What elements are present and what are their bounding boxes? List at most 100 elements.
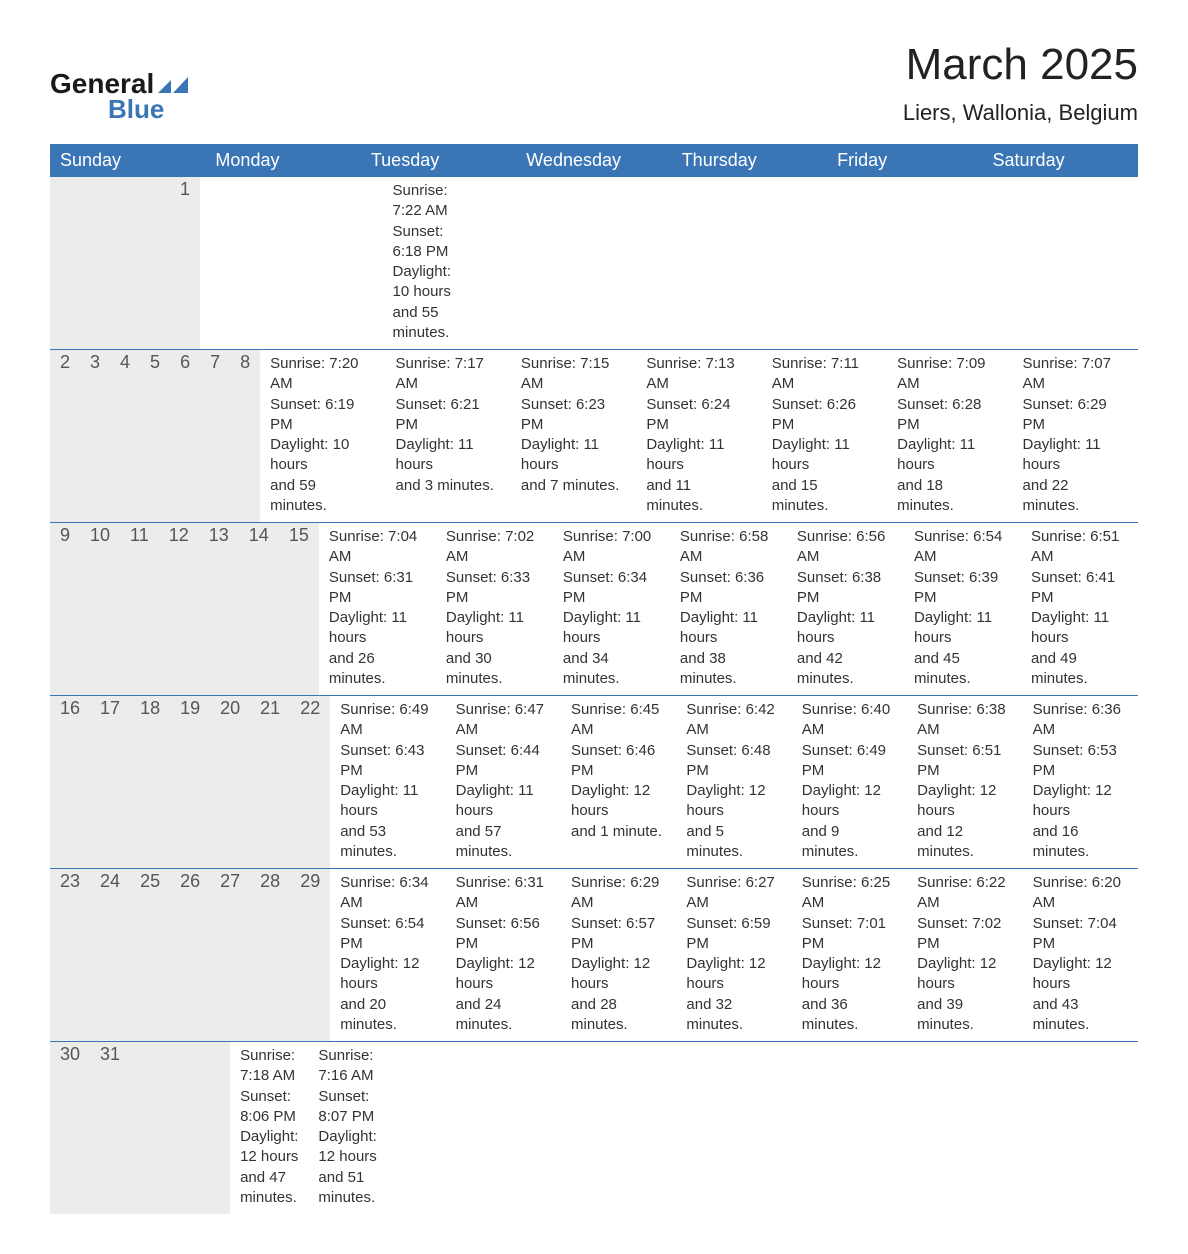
sunset-text: Sunset: 6:18 PM [393,222,451,263]
sunrise-text: Sunrise: 6:27 AM [686,873,781,914]
day-cell: Sunrise: 6:31 AMSunset: 6:56 PMDaylight:… [446,869,561,1041]
sunrise-text: Sunrise: 6:25 AM [802,873,897,914]
sunrise-text: Sunrise: 7:09 AM [897,354,1002,395]
day-cell: Sunrise: 6:56 AMSunset: 6:38 PMDaylight:… [787,523,904,695]
sunrise-text: Sunrise: 6:36 AM [1033,700,1128,741]
daylight-text-2: and 5 minutes. [686,822,781,863]
day-cell: Sunrise: 6:20 AMSunset: 7:04 PMDaylight:… [1023,869,1138,1041]
daylight-text-1: Daylight: 11 hours [329,608,426,649]
sunrise-text: Sunrise: 6:31 AM [456,873,551,914]
day-number [70,177,90,349]
calendar-weeks: 1Sunrise: 7:22 AMSunset: 6:18 PMDaylight… [50,177,1138,1214]
daylight-text-1: Daylight: 11 hours [340,781,435,822]
day-cell: Sunrise: 6:38 AMSunset: 6:51 PMDaylight:… [907,696,1022,868]
daylight-text-2: and 3 minutes. [396,476,501,496]
day-number: 22 [290,696,330,868]
daylight-text-1: Daylight: 11 hours [680,608,777,649]
page-subtitle: Liers, Wallonia, Belgium [903,100,1138,126]
day-cell: Sunrise: 7:04 AMSunset: 6:31 PMDaylight:… [319,523,436,695]
calendar-week: 3031Sunrise: 7:18 AMSunset: 8:06 PMDayli… [50,1042,1138,1214]
daylight-text-2: and 34 minutes. [563,649,660,690]
day-number: 24 [90,869,130,1041]
daylight-text-1: Daylight: 12 hours [802,954,897,995]
day-header: Tuesday [361,144,516,177]
sunset-text: Sunset: 6:23 PM [521,395,626,436]
sunrise-text: Sunrise: 6:54 AM [914,527,1011,568]
day-cell: Sunrise: 7:07 AMSunset: 6:29 PMDaylight:… [1013,350,1138,522]
daylight-text-2: and 12 minutes. [917,822,1012,863]
day-cell [200,177,230,349]
sunset-text: Sunset: 6:54 PM [340,914,435,955]
day-number: 10 [80,523,120,695]
sunrise-text: Sunrise: 7:22 AM [393,181,451,222]
day-cell [322,177,352,349]
day-number: 5 [140,350,170,522]
daylight-text-2: and 36 minutes. [802,995,897,1036]
daylight-text-2: and 55 minutes. [393,303,451,344]
sunrise-text: Sunrise: 7:16 AM [318,1046,376,1087]
sunrise-text: Sunrise: 6:42 AM [686,700,781,741]
day-number [150,177,170,349]
day-cell: Sunrise: 7:16 AMSunset: 8:07 PMDaylight:… [308,1042,386,1214]
daylight-text-2: and 22 minutes. [1023,476,1128,517]
sunset-text: Sunset: 6:31 PM [329,568,426,609]
day-cell: Sunrise: 7:02 AMSunset: 6:33 PMDaylight:… [436,523,553,695]
day-number: 18 [130,696,170,868]
daynum-row: 23242526272829 [50,869,330,1041]
daylight-text-2: and 59 minutes. [270,476,375,517]
daynum-row: 2345678 [50,350,260,522]
day-cell: Sunrise: 7:11 AMSunset: 6:26 PMDaylight:… [762,350,887,522]
daylight-text-2: and 1 minute. [571,822,666,842]
sunset-text: Sunset: 6:24 PM [646,395,751,436]
day-number: 4 [110,350,140,522]
daylight-text-2: and 42 minutes. [797,649,894,690]
day-number: 2 [50,350,80,522]
content-row: Sunrise: 7:18 AMSunset: 8:06 PMDaylight:… [230,1042,612,1214]
day-number: 11 [120,523,159,695]
daylight-text-2: and 38 minutes. [680,649,777,690]
day-cell: Sunrise: 7:18 AMSunset: 8:06 PMDaylight:… [230,1042,308,1214]
day-number: 9 [50,523,80,695]
daylight-text-2: and 32 minutes. [686,995,781,1036]
daynum-row: 16171819202122 [50,696,330,868]
day-cell: Sunrise: 6:42 AMSunset: 6:48 PMDaylight:… [676,696,791,868]
sunset-text: Sunset: 6:46 PM [571,741,666,782]
sunset-text: Sunset: 6:59 PM [686,914,781,955]
daylight-text-2: and 39 minutes. [917,995,1012,1036]
daylight-text-1: Daylight: 12 hours [340,954,435,995]
daylight-text-2: and 30 minutes. [446,649,543,690]
sunset-text: Sunset: 6:44 PM [456,741,551,782]
daylight-text-1: Daylight: 12 hours [240,1127,298,1168]
daylight-text-2: and 51 minutes. [318,1168,376,1209]
day-number: 14 [239,523,279,695]
day-cell [522,1042,567,1214]
day-cell: Sunrise: 6:22 AMSunset: 7:02 PMDaylight:… [907,869,1022,1041]
calendar-week: 9101112131415Sunrise: 7:04 AMSunset: 6:3… [50,523,1138,696]
sunrise-text: Sunrise: 7:15 AM [521,354,626,395]
daylight-text-1: Daylight: 11 hours [1031,608,1128,649]
daylight-text-2: and 49 minutes. [1031,649,1128,690]
day-number: 12 [159,523,199,695]
sunrise-text: Sunrise: 6:22 AM [917,873,1012,914]
sunrise-text: Sunrise: 6:51 AM [1031,527,1128,568]
day-header: Monday [205,144,360,177]
daylight-text-2: and 7 minutes. [521,476,626,496]
content-row: Sunrise: 7:04 AMSunset: 6:31 PMDaylight:… [319,523,1138,695]
day-number [170,1042,190,1214]
day-number: 31 [90,1042,130,1214]
day-cell: Sunrise: 6:36 AMSunset: 6:53 PMDaylight:… [1023,696,1138,868]
day-cell [230,177,260,349]
day-number: 17 [90,696,130,868]
sunrise-text: Sunrise: 6:47 AM [456,700,551,741]
daylight-text-1: Daylight: 10 hours [270,435,375,476]
title-block: March 2025 Liers, Wallonia, Belgium [903,40,1138,126]
sunrise-text: Sunrise: 7:02 AM [446,527,543,568]
sunrise-text: Sunrise: 7:04 AM [329,527,426,568]
daylight-text-1: Daylight: 12 hours [686,781,781,822]
sunrise-text: Sunrise: 6:58 AM [680,527,777,568]
day-cell [567,1042,612,1214]
day-cell: Sunrise: 6:54 AMSunset: 6:39 PMDaylight:… [904,523,1021,695]
day-number: 29 [290,869,330,1041]
daylight-text-1: Daylight: 12 hours [917,781,1012,822]
day-cell: Sunrise: 6:34 AMSunset: 6:54 PMDaylight:… [330,869,445,1041]
